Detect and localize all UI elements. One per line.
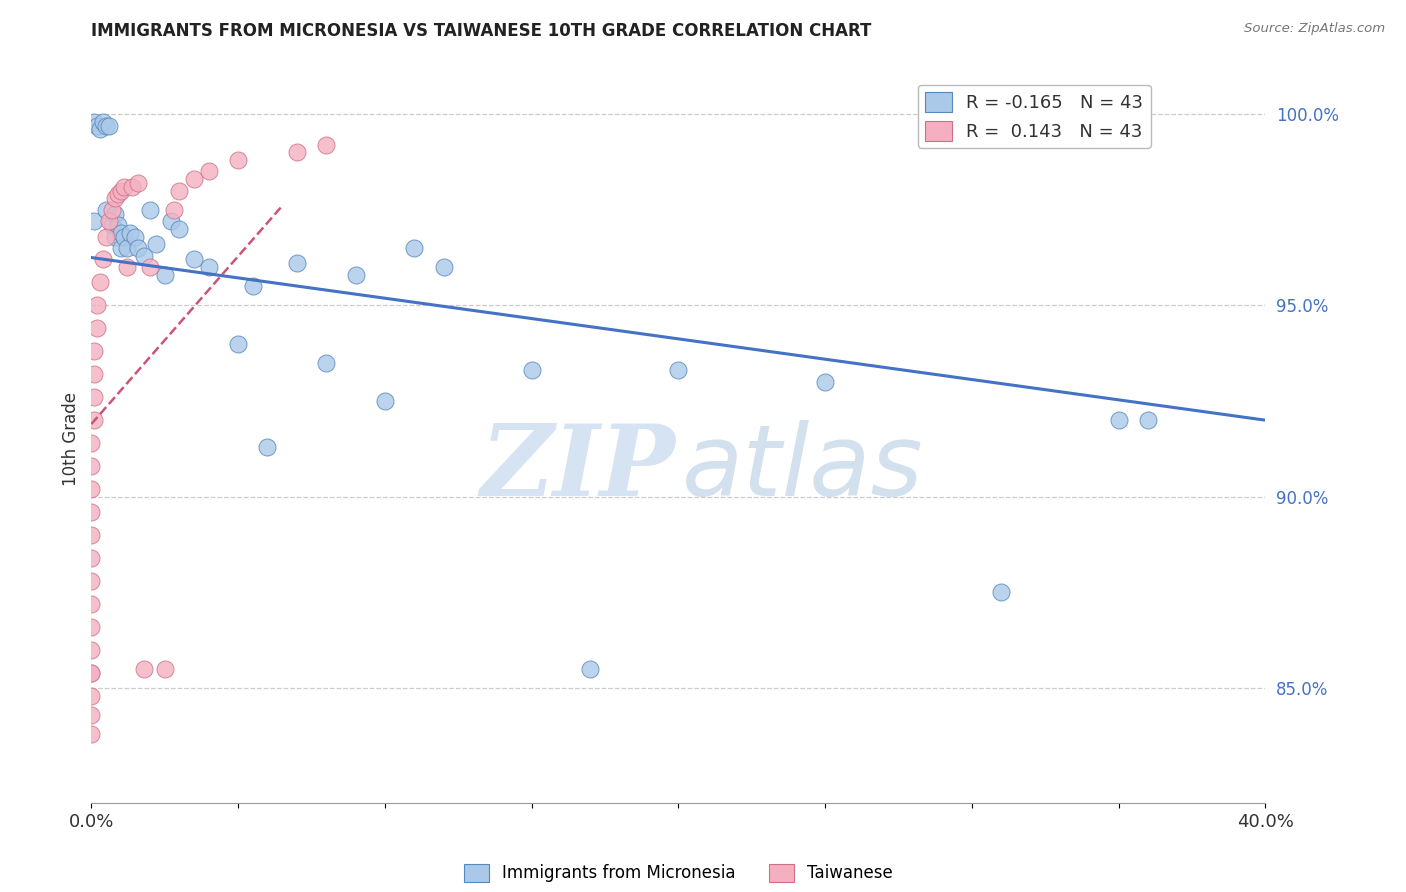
Text: IMMIGRANTS FROM MICRONESIA VS TAIWANESE 10TH GRADE CORRELATION CHART: IMMIGRANTS FROM MICRONESIA VS TAIWANESE … <box>91 22 872 40</box>
Point <box>80 689 103 703</box>
Point <box>1136 413 1159 427</box>
Point <box>118 226 141 240</box>
Point <box>139 260 162 274</box>
Point <box>169 222 191 236</box>
Point <box>107 187 129 202</box>
Point <box>80 707 103 722</box>
Point <box>86 321 108 335</box>
Point <box>107 218 129 232</box>
Point <box>183 172 205 186</box>
Text: ZIP: ZIP <box>479 420 675 516</box>
Point <box>80 505 103 519</box>
Point <box>91 252 114 267</box>
Point <box>101 202 124 217</box>
Point <box>94 119 117 133</box>
Point <box>94 202 117 217</box>
Point <box>520 363 543 377</box>
Point <box>83 344 105 359</box>
Point <box>80 727 103 741</box>
Point <box>104 191 127 205</box>
Point <box>579 662 602 676</box>
Point <box>127 241 149 255</box>
Point <box>256 440 278 454</box>
Point <box>183 252 205 267</box>
Point <box>153 268 176 282</box>
Point <box>197 260 219 274</box>
Y-axis label: 10th Grade: 10th Grade <box>62 392 80 486</box>
Point <box>1108 413 1130 427</box>
Point <box>814 375 837 389</box>
Point <box>80 459 103 474</box>
Point <box>101 218 124 232</box>
Point <box>315 137 337 152</box>
Point <box>80 574 103 588</box>
Point <box>121 179 143 194</box>
Point <box>432 260 454 274</box>
Point <box>86 119 108 133</box>
Point <box>80 436 103 450</box>
Point <box>344 268 367 282</box>
Point <box>315 356 337 370</box>
Point <box>226 153 249 167</box>
Point <box>159 214 181 228</box>
Point <box>666 363 689 377</box>
Point <box>80 665 103 680</box>
Point <box>89 276 111 290</box>
Point <box>83 214 105 228</box>
Point <box>139 202 162 217</box>
Point <box>226 336 249 351</box>
Point <box>98 119 121 133</box>
Point <box>115 260 138 274</box>
Point <box>134 662 156 676</box>
Point <box>145 237 167 252</box>
Point <box>80 528 103 542</box>
Point <box>83 114 105 128</box>
Point <box>110 226 132 240</box>
Point <box>112 179 135 194</box>
Point <box>162 202 184 217</box>
Point <box>115 241 138 255</box>
Point <box>80 550 103 565</box>
Point <box>89 122 111 136</box>
Point <box>124 229 146 244</box>
Point <box>374 394 396 409</box>
Point <box>86 298 108 312</box>
Point <box>80 597 103 611</box>
Point <box>153 662 176 676</box>
Text: Source: ZipAtlas.com: Source: ZipAtlas.com <box>1244 22 1385 36</box>
Point <box>404 241 426 255</box>
Point <box>134 249 156 263</box>
Point <box>285 145 308 160</box>
Point <box>104 206 127 220</box>
Point <box>83 368 105 382</box>
Legend: Immigrants from Micronesia, Taiwanese: Immigrants from Micronesia, Taiwanese <box>457 857 900 889</box>
Point <box>285 256 308 270</box>
Point <box>94 229 117 244</box>
Point <box>104 229 127 244</box>
Point <box>83 413 105 427</box>
Point <box>80 642 103 657</box>
Point <box>990 585 1012 599</box>
Point <box>80 665 103 680</box>
Point <box>98 214 121 228</box>
Point <box>80 482 103 496</box>
Point <box>110 184 132 198</box>
Point <box>110 241 132 255</box>
Text: atlas: atlas <box>682 420 924 516</box>
Point <box>242 279 264 293</box>
Point <box>197 164 219 178</box>
Point <box>112 229 135 244</box>
Point <box>127 176 149 190</box>
Point <box>83 390 105 404</box>
Point <box>80 620 103 634</box>
Point <box>169 184 191 198</box>
Point <box>91 114 114 128</box>
